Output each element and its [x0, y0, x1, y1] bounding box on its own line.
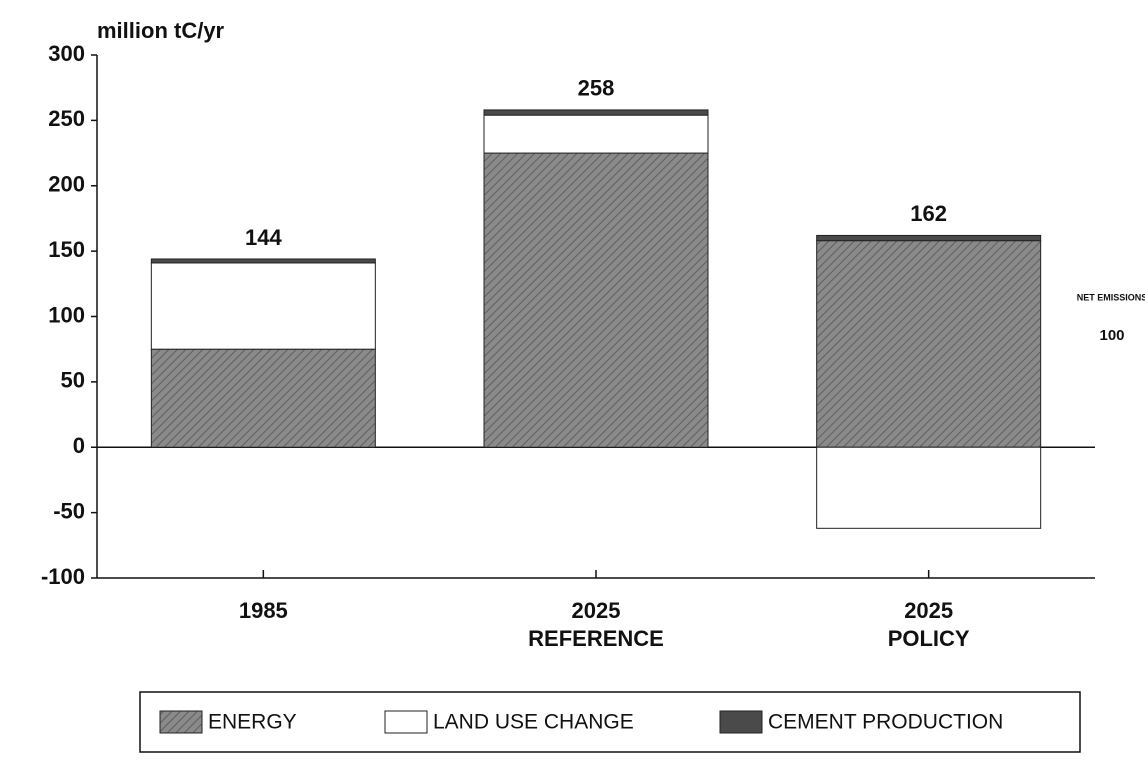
annotation-value: 100	[1099, 327, 1124, 344]
annotation-text: NET EMISSIONS	[1077, 292, 1145, 302]
y-tick-label: 0	[73, 433, 85, 458]
bar-segment	[150, 262, 376, 350]
legend-swatch	[719, 710, 763, 734]
legend-box	[139, 691, 1081, 753]
bar-segment	[816, 446, 1042, 529]
x-tick-label: 2025	[572, 598, 621, 623]
y-tick-label: 50	[61, 368, 85, 393]
legend-swatch	[384, 710, 428, 734]
bar-segment	[483, 114, 709, 154]
bar-hatch	[151, 349, 376, 448]
bar-hatch	[484, 153, 708, 448]
bar-segment	[150, 258, 376, 264]
bar-segment	[816, 234, 1042, 242]
bar-hatch	[816, 240, 1041, 448]
legend-label: CEMENT PRODUCTION	[768, 711, 1003, 734]
x-tick-label: REFERENCE	[528, 626, 664, 651]
y-tick-label: 200	[48, 172, 85, 197]
y-tick-label: -50	[53, 498, 85, 523]
total-label: 258	[578, 76, 615, 101]
y-tick-label: 250	[48, 106, 85, 131]
y-axis-label: million tC/yr	[97, 18, 225, 43]
total-label: 144	[245, 225, 282, 250]
y-tick-label: 150	[48, 237, 85, 262]
y-tick-label: 100	[48, 302, 85, 327]
bar-segment	[483, 109, 709, 116]
y-tick-label: -100	[41, 564, 85, 589]
x-tick-label: POLICY	[888, 626, 970, 651]
legend-hatch	[160, 711, 202, 733]
total-label: 162	[910, 201, 947, 226]
y-tick-label: 300	[48, 41, 85, 66]
x-tick-label: 2025	[904, 598, 953, 623]
x-tick-label: 1985	[239, 598, 288, 623]
legend-label: ENERGY	[208, 711, 297, 734]
legend-label: LAND USE CHANGE	[433, 711, 634, 734]
